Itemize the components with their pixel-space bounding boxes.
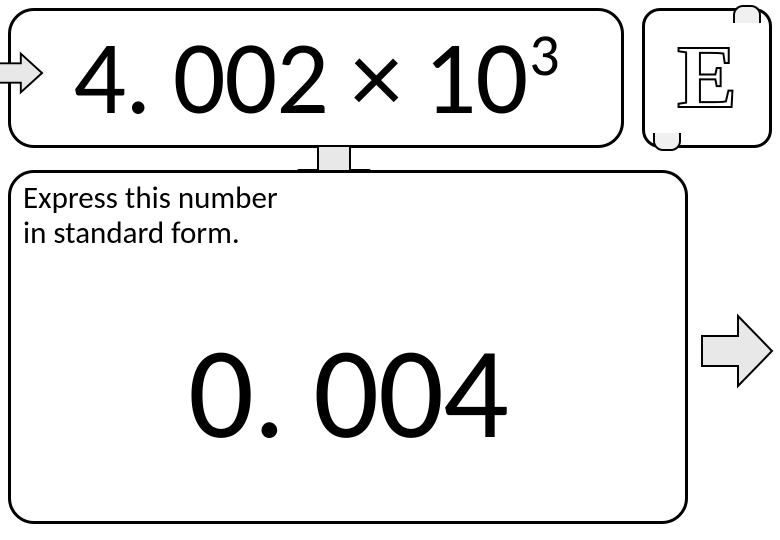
instruction-line2: in standard form.: [23, 214, 240, 252]
badge-scroll: E: [642, 8, 772, 148]
arrow-left-icon: [0, 44, 44, 102]
badge-letter: E: [677, 33, 737, 123]
base: 10: [424, 26, 527, 130]
scroll-curl-bottom-icon: [653, 133, 681, 151]
instruction-line1: Express this number: [23, 179, 278, 217]
answer-value: 0. 004: [11, 313, 685, 472]
operator: ×: [328, 26, 424, 130]
question-box: 4. 002 × 10 3: [8, 8, 624, 148]
arrow-right-icon: [698, 308, 776, 394]
answer-box: Express this number in standard form. 0.…: [8, 170, 688, 524]
expression: 4. 002 × 10 3: [73, 26, 558, 130]
scroll-curl-top-icon: [733, 5, 761, 23]
coefficient: 4. 002: [73, 26, 328, 130]
exponent: 3: [529, 26, 558, 86]
instruction: Express this number in standard form.: [23, 181, 278, 250]
